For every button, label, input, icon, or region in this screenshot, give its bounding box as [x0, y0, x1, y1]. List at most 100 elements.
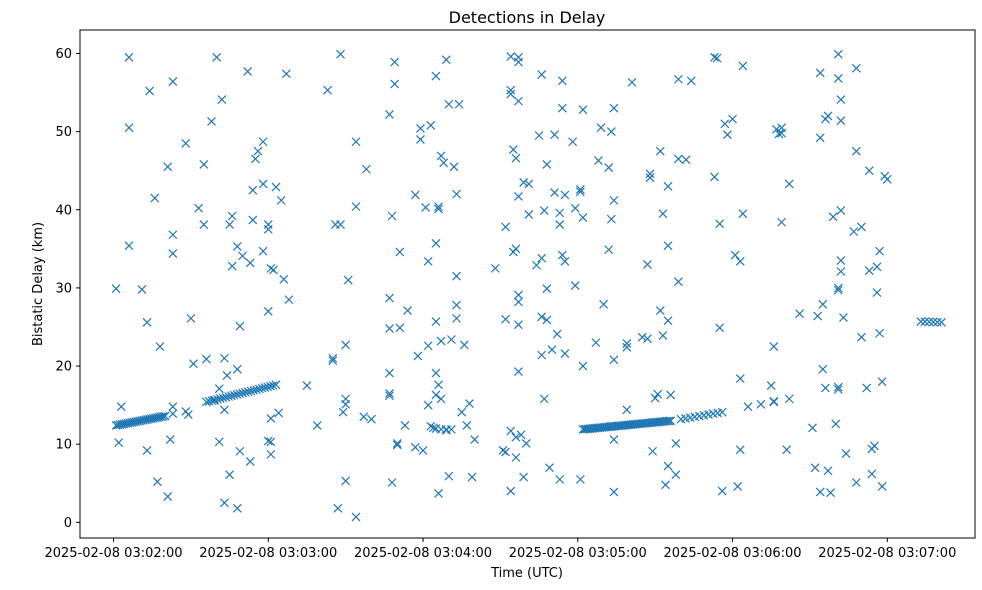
- data-point: [361, 164, 371, 174]
- data-point: [385, 368, 394, 378]
- data-point: [851, 146, 861, 156]
- data-point: [351, 137, 361, 147]
- track-point: [207, 396, 217, 406]
- data-point: [872, 288, 882, 298]
- data-point: [281, 69, 291, 79]
- data-point: [423, 341, 433, 351]
- data-point: [514, 320, 523, 330]
- data-point: [609, 487, 619, 497]
- data-point: [145, 86, 155, 96]
- data-point: [333, 503, 343, 513]
- data-point: [439, 158, 449, 168]
- data-point: [116, 402, 126, 412]
- data-point: [833, 385, 843, 394]
- data-point: [575, 187, 585, 197]
- y-tick-label: 40: [55, 203, 72, 218]
- data-point: [818, 299, 828, 309]
- data-point: [341, 340, 351, 350]
- data-point: [207, 117, 216, 126]
- data-point: [769, 342, 779, 351]
- data-point: [594, 156, 603, 165]
- data-point: [266, 414, 276, 423]
- data-point: [186, 313, 196, 323]
- data-point: [508, 145, 518, 154]
- data-point: [560, 190, 570, 200]
- data-point: [815, 487, 825, 497]
- data-point: [862, 383, 872, 393]
- track-point: [928, 317, 938, 327]
- data-point: [341, 476, 351, 486]
- data-point: [501, 222, 511, 232]
- data-point: [875, 328, 884, 338]
- data-point: [599, 299, 609, 309]
- x-tick-label: 2025-02-08 03:03:00: [199, 546, 337, 561]
- data-point: [578, 105, 588, 115]
- data-point: [501, 314, 511, 324]
- data-point: [274, 408, 284, 418]
- data-point: [673, 74, 683, 84]
- data-point: [446, 424, 456, 434]
- data-point: [506, 89, 516, 99]
- data-point: [671, 439, 681, 448]
- data-point: [841, 449, 851, 459]
- data-point: [426, 421, 436, 431]
- data-point: [609, 103, 619, 113]
- data-point: [735, 256, 745, 266]
- data-point: [390, 79, 400, 89]
- data-point: [663, 461, 673, 471]
- track-point: [210, 395, 220, 405]
- track-point: [263, 382, 273, 392]
- data-point: [673, 154, 683, 164]
- data-point: [387, 211, 397, 221]
- data-point: [152, 477, 162, 487]
- track-point: [232, 390, 242, 399]
- data-point: [849, 227, 859, 237]
- data-point: [730, 250, 740, 260]
- data-point: [686, 76, 696, 86]
- data-point: [591, 338, 601, 348]
- data-point: [258, 246, 268, 256]
- data-point: [831, 419, 841, 429]
- track-point: [240, 387, 250, 397]
- data-point: [550, 130, 560, 140]
- data-point: [436, 336, 446, 346]
- data-point: [650, 393, 660, 403]
- data-point: [833, 283, 843, 293]
- data-point: [222, 371, 232, 380]
- data-point: [514, 297, 523, 307]
- data-point: [823, 466, 833, 476]
- data-point: [882, 174, 892, 184]
- data-point: [284, 295, 294, 305]
- data-point: [875, 246, 884, 256]
- track-point: [717, 407, 727, 417]
- data-point: [410, 442, 420, 452]
- data-point: [663, 181, 673, 191]
- data-point: [555, 208, 565, 218]
- data-point: [857, 222, 866, 232]
- data-point: [655, 306, 665, 315]
- data-point: [232, 242, 242, 251]
- data-point: [258, 179, 268, 189]
- data-point: [248, 185, 258, 195]
- data-point: [436, 151, 446, 161]
- data-point: [570, 203, 580, 213]
- data-point: [181, 138, 191, 148]
- data-point: [851, 478, 861, 487]
- data-point: [235, 321, 245, 331]
- track-point: [916, 317, 926, 326]
- data-point: [392, 439, 402, 448]
- y-tick-label: 30: [55, 281, 72, 296]
- data-point: [756, 399, 766, 409]
- track-point: [254, 384, 264, 394]
- data-point: [575, 474, 585, 484]
- data-point: [815, 68, 825, 78]
- data-point: [220, 405, 229, 415]
- data-point: [622, 338, 632, 348]
- data-point: [449, 162, 459, 172]
- data-point: [516, 430, 526, 440]
- data-point: [645, 173, 655, 183]
- data-point: [235, 446, 245, 456]
- data-point: [864, 166, 874, 176]
- track-point: [224, 392, 234, 401]
- data-point: [857, 332, 866, 342]
